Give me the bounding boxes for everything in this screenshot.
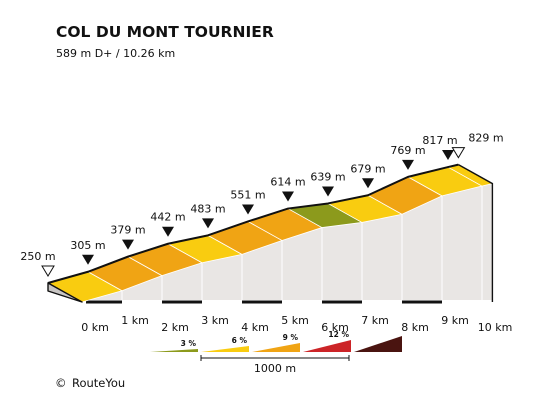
elevation-marker [82, 254, 94, 265]
legend-label: 12 % [328, 330, 349, 339]
profile-end-edge [458, 163, 494, 302]
legend-wedge [354, 336, 402, 352]
elevation-marker [402, 159, 414, 170]
elevation-marker [442, 150, 454, 161]
elevation-marker [202, 218, 214, 229]
profile-front-face [47, 282, 83, 303]
base-strip [82, 300, 493, 304]
legend-wedge [201, 346, 249, 352]
legend-wedge [252, 343, 300, 352]
distance-tick-label: 8 km [401, 321, 429, 334]
elevation-label: 829 m [468, 132, 503, 145]
copyright-symbol: © [55, 376, 67, 390]
brand-name: RouteYou [72, 376, 125, 390]
finish-marker [451, 147, 466, 159]
copyright: © RouteYou [55, 376, 125, 390]
distance-tick-label: 1 km [121, 314, 149, 327]
elevation-label: 769 m [390, 144, 425, 157]
elevation-marker [162, 226, 174, 237]
distance-tick-label: 3 km [201, 314, 229, 327]
gradient-legend: 3 % 6 % 9 % 12 % 1000 m [150, 330, 402, 375]
profile-side-wall [82, 183, 493, 302]
chart-subtitle: 589 m D+ / 10.26 km [56, 47, 175, 60]
elevation-label: 614 m [270, 176, 305, 189]
elevation-marker [322, 186, 334, 197]
legend-label: 6 % [232, 336, 248, 345]
legend-wedge [150, 349, 198, 352]
start-marker [41, 265, 55, 277]
chart-title: COL DU MONT TOURNIER [56, 23, 274, 41]
distance-axis: 0 km 1 km 2 km 3 km 4 km 5 km 6 km 7 km 8 km 9 km… [81, 314, 512, 334]
elevation-label: 551 m [230, 188, 265, 201]
distance-tick-label: 4 km [241, 321, 269, 334]
legend-label: 9 % [283, 333, 299, 342]
elevation-marker [242, 204, 254, 215]
elevation-label: 250 m [20, 250, 55, 263]
scale-label: 1000 m [254, 362, 296, 375]
elevation-label: 639 m [310, 170, 345, 183]
elevation-marker [362, 178, 374, 189]
distance-tick-label: 6 km [321, 321, 349, 334]
elevation-label: 817 m [422, 134, 457, 147]
elevation-label: 679 m [350, 162, 385, 175]
elevation-label: 442 m [150, 211, 185, 224]
distance-tick-label: 0 km [81, 321, 109, 334]
elevation-marker [282, 191, 294, 202]
legend-wedge [303, 340, 351, 352]
distance-tick-label: 10 km [478, 321, 513, 334]
profile-ridge-line [47, 163, 459, 284]
profile-group [47, 163, 494, 304]
distance-tick-label: 2 km [161, 321, 189, 334]
distance-tick-label: 5 km [281, 314, 309, 327]
elevation-markers: 250 m 305 m 379 m 442 m 483 m 551 m 614 m 639 m… [20, 132, 504, 277]
distance-tick-label: 9 km [441, 314, 469, 327]
elevation-label: 483 m [190, 202, 225, 215]
elevation-marker [122, 239, 134, 250]
distance-tick-label: 7 km [361, 314, 389, 327]
elevation-label: 305 m [70, 239, 105, 252]
legend-label: 3 % [181, 339, 197, 348]
elevation-label: 379 m [110, 224, 145, 237]
